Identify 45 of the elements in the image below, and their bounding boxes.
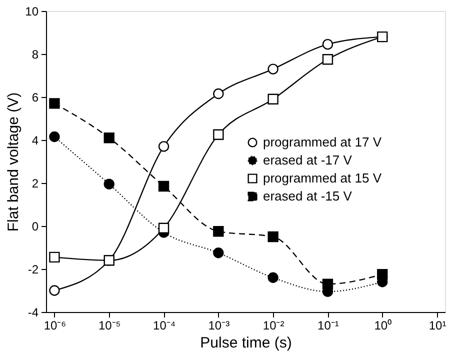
point (268, 272, 278, 283)
point (213, 226, 224, 237)
x-tick-label: 10¹ (428, 318, 446, 332)
x-tick-label: 10⁻⁵ (98, 318, 121, 332)
point (213, 129, 224, 140)
point (49, 252, 60, 263)
x-axis-title: Pulse time (s) (200, 334, 292, 352)
point (104, 132, 114, 144)
point (322, 278, 334, 290)
point (268, 94, 278, 104)
x-tick-label: 10⁻⁴ (153, 318, 176, 332)
y-tick-label: 8 (32, 48, 39, 62)
point (104, 178, 114, 190)
point (377, 31, 388, 42)
y-tick-label: 6 (32, 90, 39, 104)
point (158, 141, 170, 152)
x-tick-label: 10⁻² (262, 318, 284, 332)
y-axis-title: Flat band voltage (V) (5, 92, 22, 232)
y-tick-label: 10 (25, 4, 39, 18)
point (104, 255, 114, 266)
x-tick-label: 10⁻¹ (318, 318, 339, 332)
point (377, 269, 388, 280)
y-tick-label: 2 (32, 176, 39, 190)
point (322, 54, 334, 65)
point (213, 248, 224, 258)
y-tick-label: 4 (32, 134, 39, 148)
x-tick-label: 10⁻⁶ (44, 318, 66, 332)
point (268, 231, 278, 242)
point (49, 98, 60, 109)
point (158, 180, 170, 192)
legend-label: programmed at 15 V (263, 170, 382, 186)
point (213, 88, 224, 100)
point (268, 64, 278, 74)
legend-label: programmed at 17 V (263, 134, 382, 150)
x-tick-label: 10⁰ (374, 318, 392, 332)
legend-label: erased at -17 V (263, 152, 352, 168)
y-tick-label: -4 (28, 306, 39, 320)
point (49, 131, 60, 142)
x-tick-label: 10⁻³ (208, 318, 230, 332)
y-tick-label: -2 (28, 262, 39, 276)
point (158, 222, 170, 234)
legend-label: erased at -15 V (263, 188, 352, 204)
point (322, 38, 334, 50)
y-tick-label: 0 (32, 220, 39, 234)
point (49, 285, 60, 296)
